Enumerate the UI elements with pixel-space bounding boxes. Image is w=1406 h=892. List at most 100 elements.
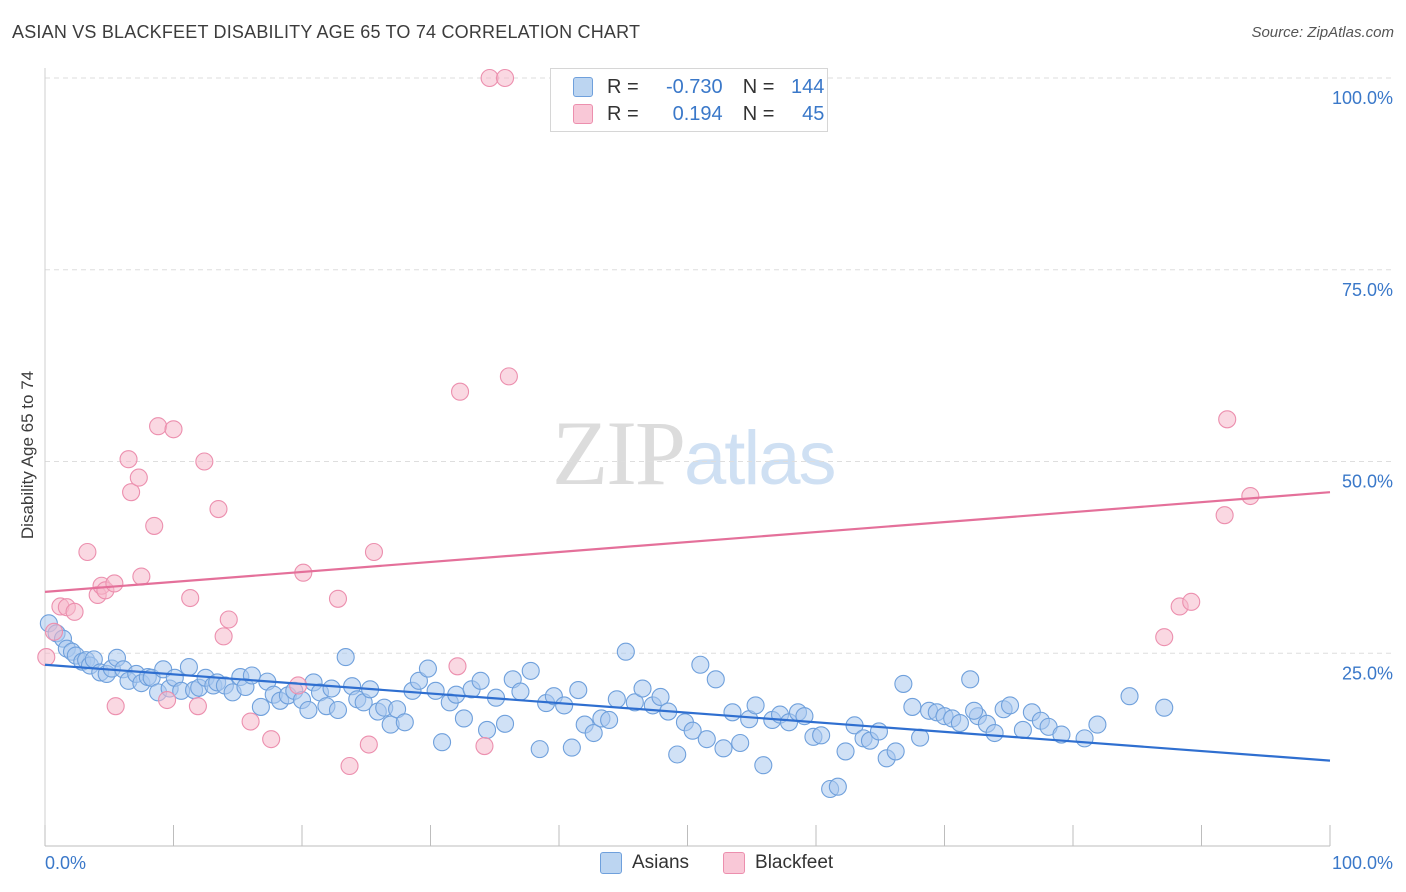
blackfeet-point (480, 68, 499, 88)
blackfeet-point (188, 697, 207, 716)
blackfeet-point (164, 420, 183, 439)
blackfeet-point (105, 574, 124, 593)
asian-point (477, 720, 497, 740)
asian-point (600, 710, 619, 730)
asian-point (426, 681, 445, 700)
blackfeet-point (340, 756, 359, 776)
blackfeet-point (364, 542, 384, 562)
blackfeet-point (451, 382, 470, 401)
asian-point (555, 696, 574, 715)
series-legend: Asians Blackfeet (600, 852, 867, 874)
blackfeet-point (359, 735, 378, 754)
blackfeet-point (132, 567, 151, 586)
asian-point (511, 682, 530, 701)
asian-point (828, 777, 847, 796)
correlation-legend: R = -0.730 N = 144 R = 0.194 N = 45 (550, 68, 828, 132)
n-label: N = (742, 75, 775, 98)
blackfeet-swatch (573, 104, 593, 124)
blackfeet-points (37, 68, 1260, 776)
blackfeet-point (262, 730, 281, 749)
asians-swatch (573, 77, 593, 97)
blackfeet-point (1182, 592, 1201, 611)
asian-point (495, 714, 515, 733)
asian-point (633, 679, 652, 698)
asian-point (894, 674, 913, 693)
asian-point (836, 742, 855, 761)
legend-item-asians[interactable]: Asians (600, 852, 689, 874)
asian-point (433, 733, 452, 752)
blackfeet-point (195, 452, 214, 471)
x-tick-label: 100.0% (1332, 853, 1393, 873)
legend-item-blackfeet[interactable]: Blackfeet (723, 852, 833, 874)
asian-point (471, 671, 490, 690)
legend-label-asians: Asians (632, 852, 690, 873)
blackfeet-point (145, 516, 164, 535)
blackfeet-legend-swatch (723, 852, 746, 874)
asian-point (1000, 696, 1020, 715)
asian-point (251, 697, 270, 716)
r-label: R = (607, 102, 639, 125)
legend-row-asians: R = -0.730 N = 144 (573, 74, 824, 100)
asian-point (607, 690, 626, 709)
blackfeet-point (44, 622, 64, 641)
asian-point (418, 659, 437, 678)
blackfeet-point (65, 602, 84, 621)
blackfeet-trend-line (44, 491, 1331, 593)
blackfeet-point (37, 648, 56, 667)
asian-point (950, 713, 969, 733)
n-value: 144 (791, 75, 825, 98)
r-value: 0.194 (672, 102, 723, 125)
tick-labels: 25.0% 50.0% 75.0% 100.0% 0.0% 100.0% (45, 88, 1393, 873)
blackfeet-point (1241, 486, 1260, 506)
asian-point (754, 756, 773, 775)
blackfeet-point (119, 450, 138, 469)
y-tick-label: 100.0% (1332, 88, 1393, 108)
asian-point (683, 721, 702, 740)
blackfeet-point (1155, 628, 1174, 647)
asian-point (454, 709, 473, 728)
r-label: R = (607, 75, 639, 98)
asian-point (706, 670, 725, 689)
source-credit: Source: ZipAtlas.com (1251, 24, 1394, 41)
asian-point (903, 697, 922, 716)
axes (44, 68, 1331, 847)
x-tick-label: 0.0% (45, 853, 86, 873)
watermark: ZIPatlas (552, 400, 837, 506)
blackfeet-point (475, 737, 494, 756)
asians-trend-line (44, 663, 1331, 762)
r-value: -0.730 (665, 75, 723, 98)
blackfeet-point (122, 483, 141, 502)
asian-point (965, 701, 984, 720)
asian-point (714, 739, 733, 758)
asian-point (530, 740, 549, 759)
asian-point (886, 742, 905, 761)
asian-point (961, 670, 980, 689)
asian-point (1052, 725, 1071, 744)
blackfeet-point (219, 610, 238, 629)
asian-point (985, 723, 1004, 743)
asian-point (395, 713, 414, 732)
asian-point (668, 745, 687, 764)
asian-point (409, 671, 428, 690)
trend-lines (44, 491, 1331, 762)
n-label: N = (742, 102, 775, 125)
blackfeet-point (495, 68, 515, 88)
asian-point (911, 728, 930, 747)
asian-point (691, 655, 710, 674)
asian-point (616, 642, 635, 661)
asian-point (1075, 729, 1094, 748)
asian-point (569, 681, 588, 700)
blackfeet-point (241, 712, 260, 731)
y-tick-label: 50.0% (1342, 472, 1393, 492)
blackfeet-point (106, 697, 125, 716)
n-value: 45 (802, 102, 825, 125)
watermark-zip: ZIP (552, 402, 686, 504)
legend-row-blackfeet: R = 0.194 N = 45 (573, 101, 824, 127)
asian-point (1088, 715, 1107, 734)
asian-point (1120, 687, 1139, 706)
asian-point (651, 687, 670, 707)
asian-point (731, 733, 750, 753)
blackfeet-point (328, 589, 348, 608)
blackfeet-point (129, 468, 148, 487)
